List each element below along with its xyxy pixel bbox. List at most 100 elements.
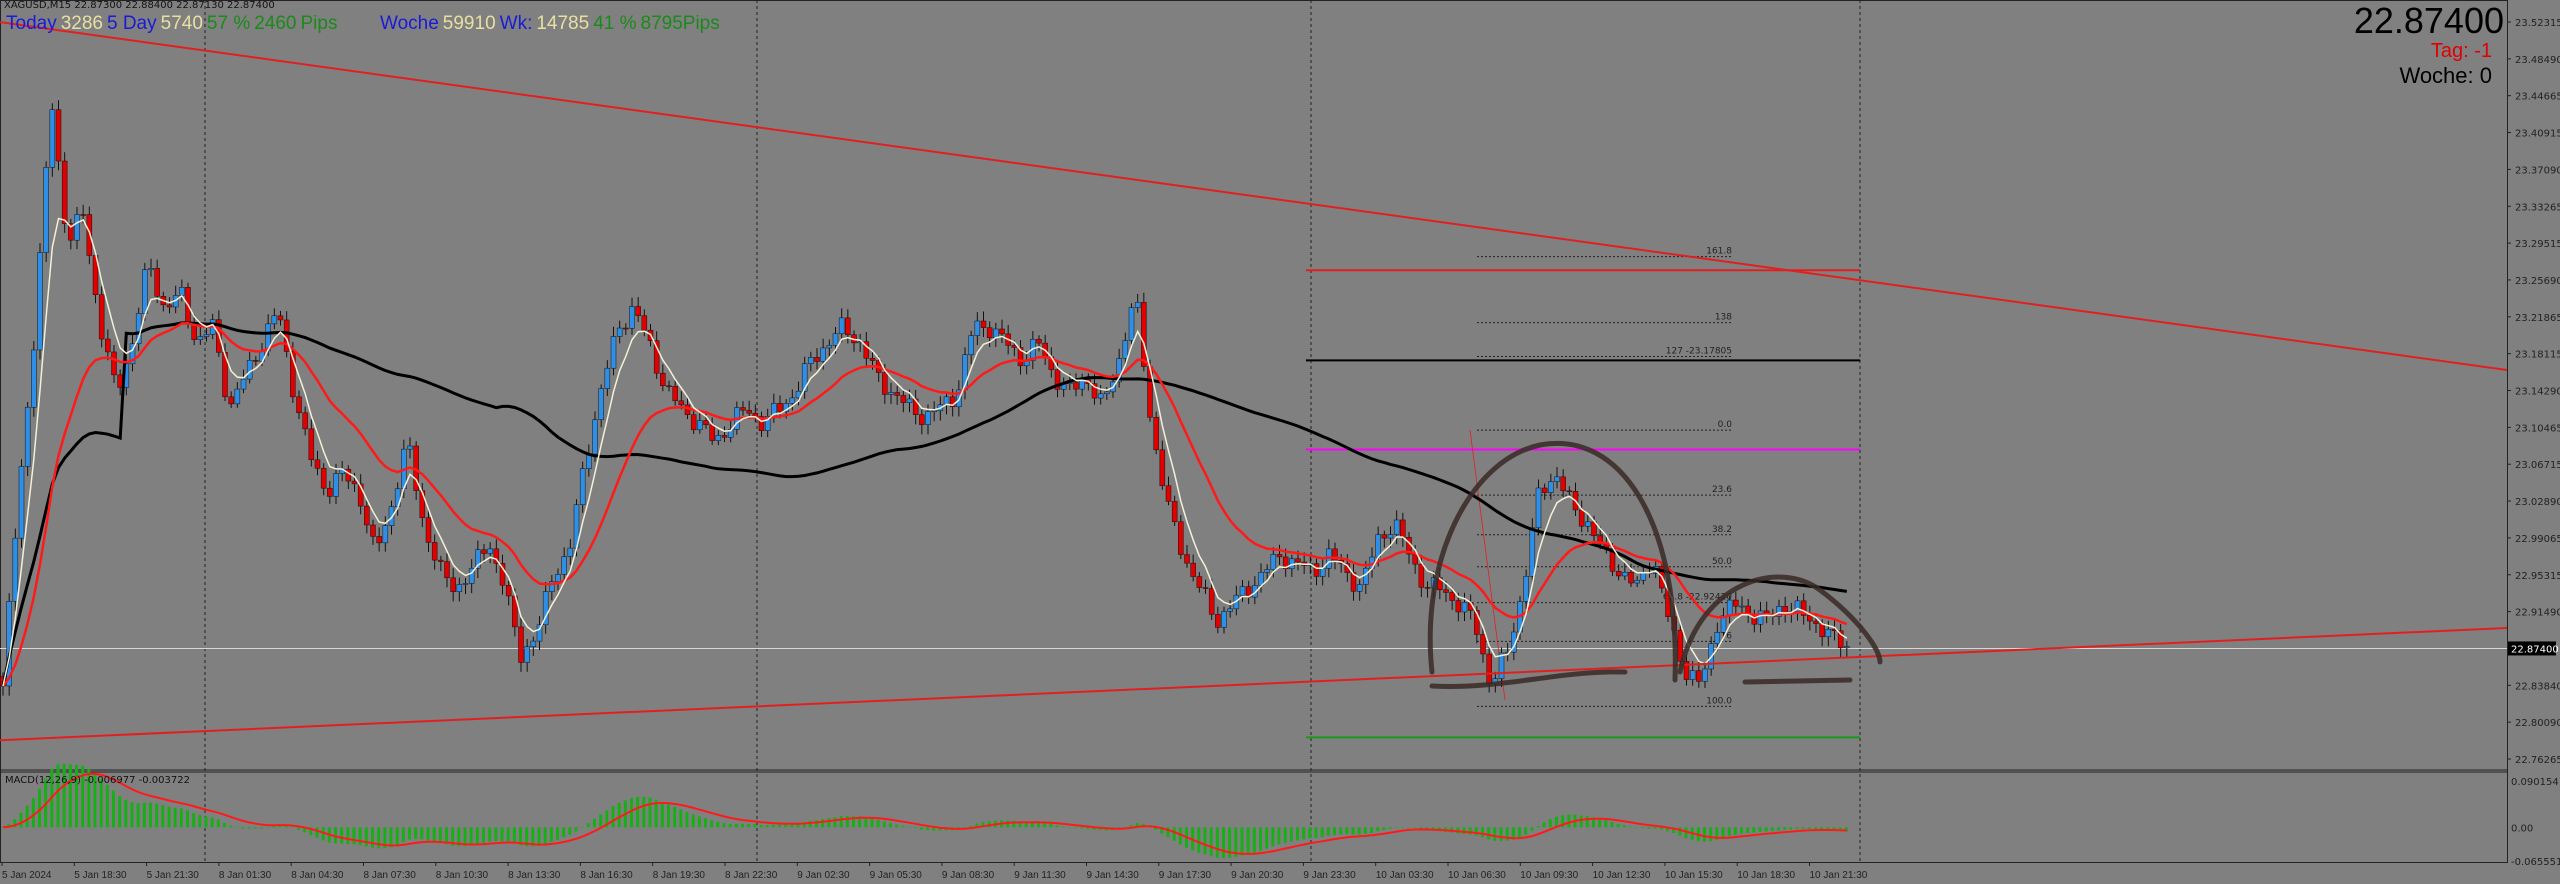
macd-bar	[1252, 827, 1256, 853]
fib-label: 76	[1721, 631, 1733, 641]
percent-value: 57 %	[206, 13, 251, 34]
bull-candle	[179, 287, 185, 296]
macd-bar	[1246, 827, 1250, 855]
bull-candle	[808, 357, 814, 364]
macd-bar	[673, 806, 677, 828]
macd-bar	[1228, 827, 1232, 858]
bull-candle	[561, 556, 567, 575]
macd-bar	[1598, 818, 1602, 828]
bear-candle	[166, 304, 173, 308]
macd-bar	[1388, 827, 1392, 829]
bear-candle	[1615, 571, 1622, 577]
time-tick-label: 10 Jan 09:30	[1520, 870, 1578, 881]
bear-candle	[438, 559, 444, 562]
bull-candle	[906, 398, 913, 403]
bull-candle	[1702, 668, 1708, 682]
price-tick-label: 22.83840	[2515, 681, 2560, 692]
macd-bar	[1289, 827, 1293, 842]
bull-candle	[616, 327, 623, 337]
fib-label: 100.0	[1706, 696, 1732, 706]
bull-candle	[468, 567, 475, 584]
bull-candle	[12, 537, 19, 602]
macd-bar	[124, 799, 128, 828]
bull-candle	[487, 548, 493, 554]
bear-candle	[228, 396, 234, 405]
bear-candle	[481, 549, 487, 554]
bear-candle	[1313, 563, 1320, 577]
bear-candle	[1141, 302, 1147, 367]
bear-candle	[376, 536, 382, 544]
bull-candle	[598, 388, 604, 420]
macd-bar	[1277, 827, 1281, 845]
macd-bar	[482, 827, 485, 843]
macd-bar	[432, 827, 436, 842]
bear-candle	[1480, 634, 1486, 655]
bull-candle	[246, 360, 253, 380]
bear-candle	[80, 214, 86, 216]
macd-bar	[1740, 827, 1743, 834]
macd-bar	[241, 827, 245, 829]
macd-bar	[309, 827, 313, 836]
bull-candle	[129, 343, 136, 365]
bear-candle	[1597, 535, 1603, 545]
price-tick-label: 23.48490	[2515, 55, 2560, 66]
macd-bar	[512, 827, 516, 844]
macd-bar	[494, 827, 498, 842]
time-tick-label: 8 Jan 19:30	[653, 870, 706, 881]
macd-bar	[1801, 827, 1805, 829]
macd-bar	[266, 826, 270, 828]
macd-bar	[451, 827, 455, 846]
macd-bar	[1807, 827, 1811, 830]
macd-bar	[1283, 827, 1287, 844]
price-tick-label: 23.10465	[2515, 423, 2560, 434]
macd-bar	[808, 820, 812, 828]
bull-candle	[1726, 599, 1733, 617]
bear-candle	[1819, 623, 1825, 638]
bull-candle	[931, 410, 937, 413]
bear-candle	[357, 483, 364, 507]
bear-candle	[1628, 571, 1634, 584]
bull-candle	[1258, 572, 1264, 586]
macd-bar	[457, 827, 461, 847]
macd-bar	[223, 822, 226, 828]
macd-bar	[1320, 827, 1324, 838]
bull-candle	[1239, 586, 1246, 596]
macd-bar	[1055, 825, 1059, 828]
bear-candle	[290, 351, 296, 398]
bear-candle	[505, 584, 512, 597]
bear-candle	[518, 626, 524, 663]
macd-label: MACD(12,26,9) -0.006977 -0.003722	[5, 775, 190, 786]
bear-candle	[666, 385, 672, 388]
bull-candle	[1720, 615, 1727, 633]
macd-bar	[858, 816, 862, 828]
bear-candle	[308, 428, 315, 461]
macd-bar	[1604, 820, 1608, 828]
macd-bar	[1542, 822, 1546, 828]
macd-bar	[1746, 827, 1750, 833]
macd-bar	[500, 827, 504, 842]
macd-bar	[648, 797, 652, 828]
price-tick-label: 23.06715	[2515, 460, 2560, 471]
pips-value: 2460	[254, 13, 297, 34]
bull-candle	[1319, 568, 1326, 577]
macd-bar	[506, 827, 510, 842]
bear-candle	[327, 487, 333, 497]
bull-candle	[1104, 391, 1110, 395]
bull-candle	[43, 167, 49, 253]
bull-candle	[1535, 487, 1542, 529]
macd-bar	[556, 827, 559, 840]
macd-bar	[697, 816, 701, 828]
current-price-tag	[2508, 641, 2556, 656]
bear-candle	[1381, 534, 1388, 539]
chart-frame	[0, 0, 2508, 863]
bull-candle	[1739, 605, 1745, 608]
bull-candle	[1227, 608, 1233, 612]
macd-bar	[1394, 827, 1398, 828]
bear-candle	[999, 328, 1005, 335]
macd-bar	[408, 827, 411, 840]
bull-candle	[1270, 554, 1277, 570]
bear-candle	[1178, 521, 1184, 555]
bull-candle	[24, 406, 31, 467]
macd-bar	[1641, 827, 1645, 829]
